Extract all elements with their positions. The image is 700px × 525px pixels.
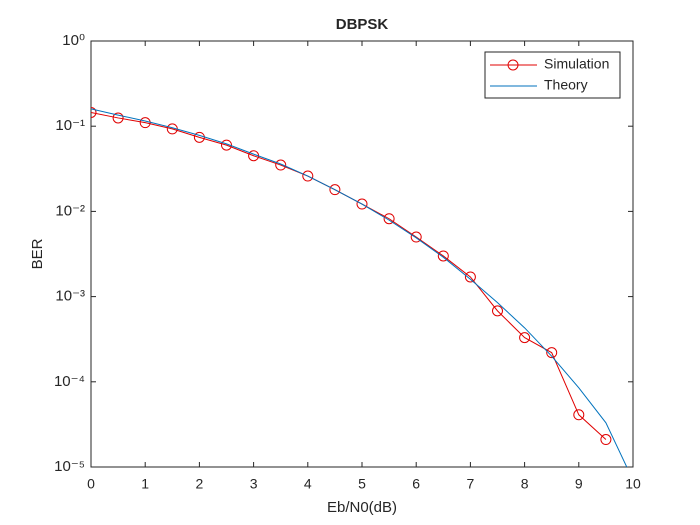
y-tick-label: 10⁰	[62, 32, 85, 49]
data-point	[356, 198, 368, 210]
series-line	[91, 108, 628, 467]
x-tick-label: 8	[521, 476, 529, 492]
data-point	[329, 184, 341, 196]
legend-box	[484, 51, 621, 99]
data-point	[600, 434, 612, 446]
legend-label: Simulation	[544, 56, 609, 72]
plot-clip	[91, 106, 628, 467]
x-tick-label: 9	[575, 476, 583, 492]
legend-label: Theory	[544, 77, 588, 93]
data-point	[464, 271, 476, 283]
y-tick-label: 10⁻¹	[55, 117, 85, 134]
y-tick-label: 10⁻⁵	[54, 458, 85, 475]
chart-title: DBPSK	[336, 16, 389, 33]
data-point	[410, 231, 422, 243]
x-tick-label: 4	[304, 476, 312, 492]
data-point	[437, 250, 449, 262]
data-point	[519, 332, 531, 344]
data-point	[302, 170, 314, 182]
y-tick-label: 10⁻³	[55, 288, 85, 305]
x-tick-label: 3	[250, 476, 258, 492]
legend-marker	[507, 59, 519, 71]
x-tick-label: 2	[196, 476, 204, 492]
x-tick-label: 10	[625, 476, 641, 492]
data-point	[383, 213, 395, 225]
data-point	[492, 305, 503, 317]
data-point	[91, 106, 97, 118]
x-axis-label: Eb/N0(dB)	[327, 499, 397, 516]
x-tick-label: 0	[87, 476, 95, 492]
data-point	[573, 409, 585, 421]
y-tick-label: 10⁻²	[55, 202, 85, 219]
x-tick-label: 6	[412, 476, 420, 492]
x-tick-label: 5	[358, 476, 366, 492]
y-tick-label: 10⁻⁴	[54, 373, 85, 390]
data-point	[275, 159, 287, 171]
data-point	[112, 112, 124, 124]
plot-area	[90, 40, 634, 468]
x-tick-label: 7	[467, 476, 475, 492]
y-axis-label: BER	[29, 238, 46, 269]
x-tick-label: 1	[141, 476, 149, 492]
data-point	[546, 347, 558, 359]
data-point	[221, 139, 232, 151]
